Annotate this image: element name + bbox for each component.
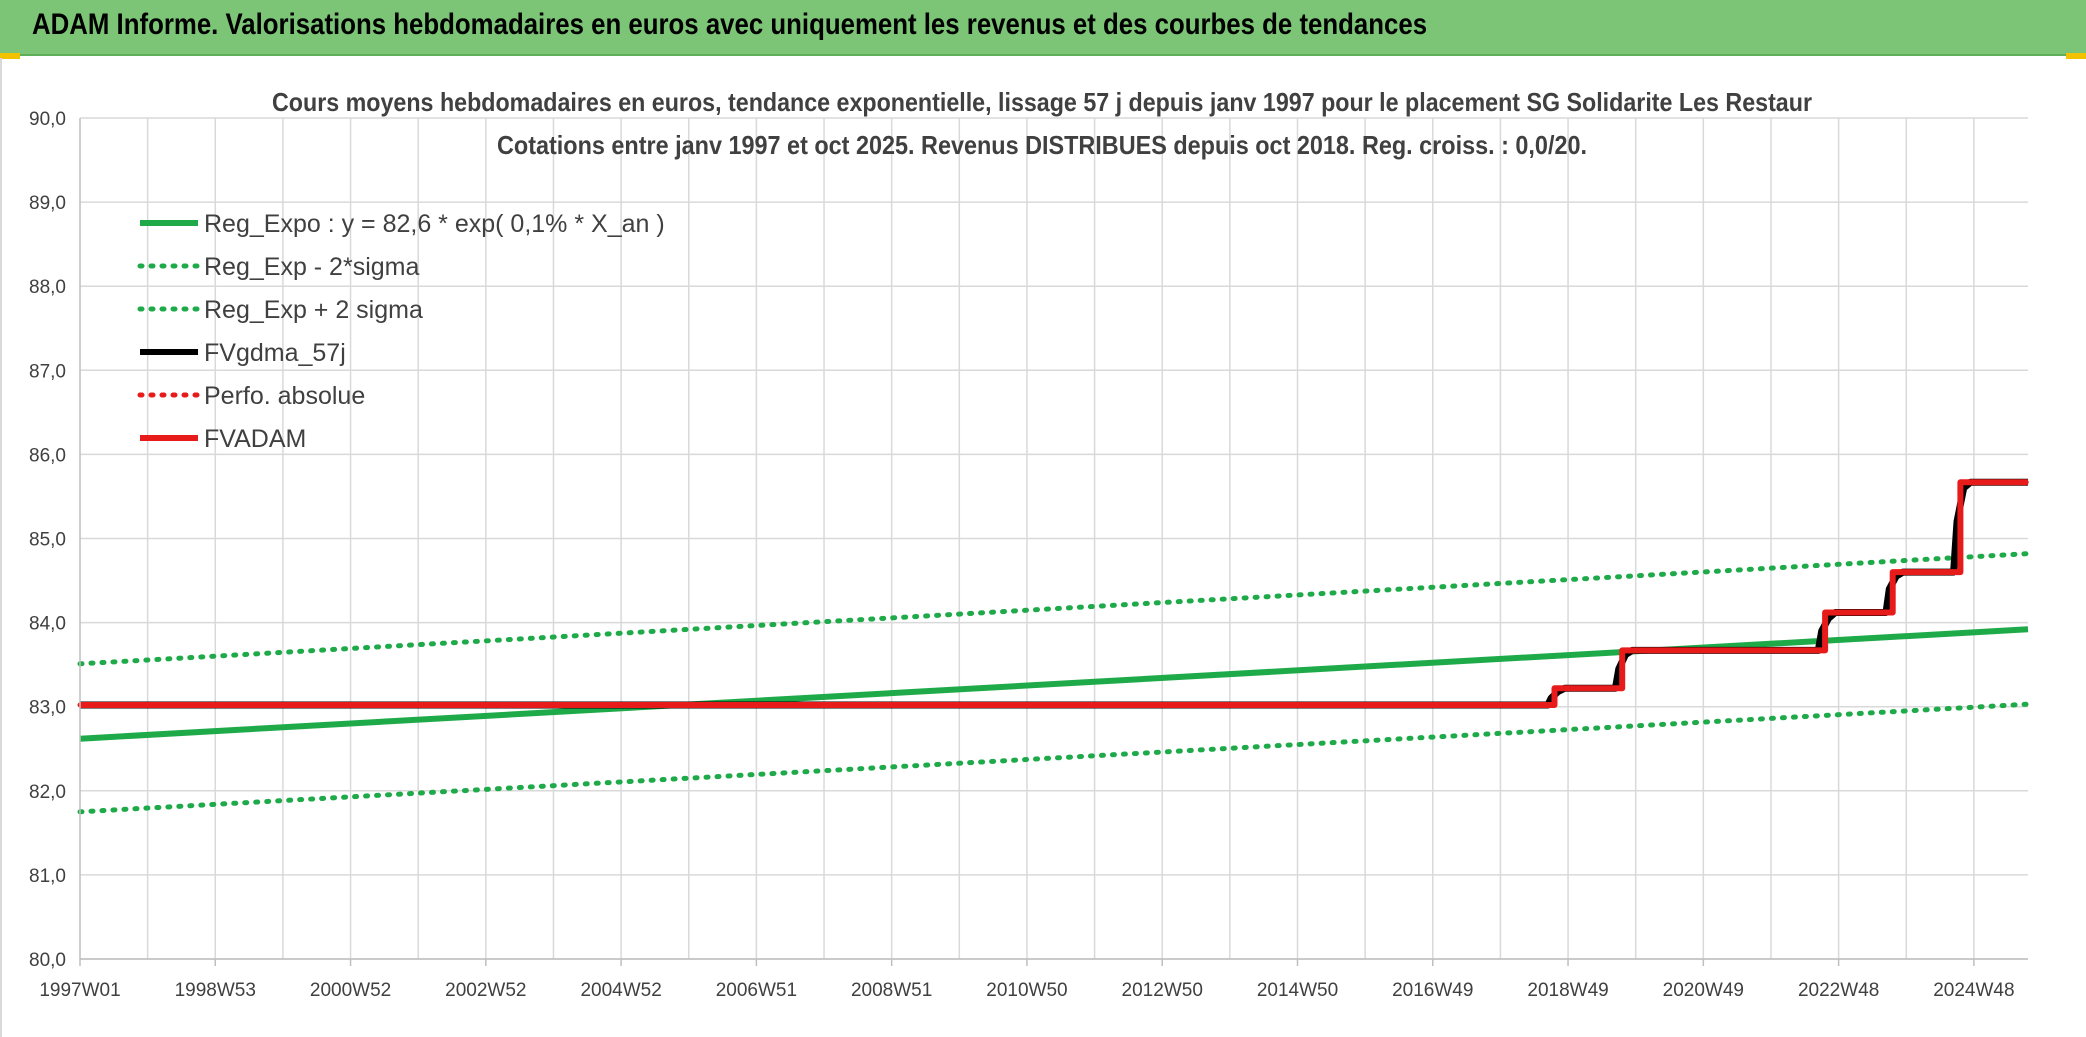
legend-label-4: Perfo. absolue	[204, 382, 365, 410]
y-tick-label: 89,0	[29, 193, 66, 214]
y-tick-label: 88,0	[29, 277, 66, 298]
y-tick-label: 90,0	[29, 109, 66, 130]
y-tick-label: 85,0	[29, 530, 66, 551]
y-tick-label: 84,0	[29, 614, 66, 635]
x-tick-label: 2000W52	[310, 980, 391, 1001]
x-tick-label: 2024W48	[1933, 980, 2014, 1001]
y-tick-label: 81,0	[29, 866, 66, 887]
corner-mark-left	[0, 53, 20, 59]
x-tick-label: 1998W53	[175, 980, 256, 1001]
x-tick-label: 2022W48	[1798, 980, 1879, 1001]
x-tick-label: 2002W52	[445, 980, 526, 1001]
y-tick-label: 82,0	[29, 782, 66, 803]
y-tick-label: 86,0	[29, 445, 66, 466]
legend-label-5: FVADAM	[204, 425, 306, 453]
chart-title: Cours moyens hebdomadaires en euros, ten…	[272, 87, 1812, 160]
axes: 80,0 81,0 82,0 83,0 84,0 85,0 86,0 87,0 88,0 89,0…	[29, 109, 2028, 1001]
x-tick-label: 2020W49	[1663, 980, 1744, 1001]
x-tick-label: 1997W01	[39, 980, 120, 1001]
series-line-3	[80, 478, 2028, 709]
chart-title-line-1: Cours moyens hebdomadaires en euros, ten…	[272, 87, 1812, 117]
series-layer	[77, 478, 2031, 815]
y-tick-label: 87,0	[29, 361, 66, 382]
corner-mark-right	[2066, 53, 2086, 59]
chart-title-line-2: Cotations entre janv 1997 et oct 2025. R…	[497, 130, 1587, 160]
legend-label-0: Reg_Expo : y = 82,6 * exp( 0,1% * X_an )	[204, 210, 665, 238]
x-tick-label: 2016W49	[1392, 980, 1473, 1001]
x-tick-label: 2010W50	[986, 980, 1067, 1001]
grid	[80, 117, 2028, 960]
y-tick-label: 80,0	[29, 950, 66, 971]
x-tick-label: 2012W50	[1122, 980, 1203, 1001]
line-chart: 80,0 81,0 82,0 83,0 84,0 85,0 86,0 87,0 88,0 89,0…	[29, 87, 2031, 1001]
series-line-5	[80, 479, 2028, 708]
x-tick-label: 2004W52	[580, 980, 661, 1001]
series-line-4	[77, 479, 2031, 708]
legend-label-3: FVgdma_57j	[204, 339, 346, 367]
x-tick-label: 2006W51	[716, 980, 797, 1001]
series-line-0	[79, 626, 2029, 742]
legend: Reg_Expo : y = 82,6 * exp( 0,1% * X_an )…	[137, 210, 665, 453]
legend-label-1: Reg_Exp - 2*sigma	[204, 253, 419, 281]
chart-frame: 80,0 81,0 82,0 83,0 84,0 85,0 86,0 87,0 88,0 89,0…	[0, 58, 2086, 1037]
y-tick-label: 83,0	[29, 698, 66, 719]
x-tick-label: 2014W50	[1257, 980, 1338, 1001]
x-tick-label: 2018W49	[1527, 980, 1608, 1001]
series-line-2	[77, 551, 2031, 667]
legend-label-2: Reg_Exp + 2 sigma	[204, 296, 423, 324]
series-line-1	[77, 701, 2031, 815]
report-title: ADAM Informe. Valorisations hebdomadaire…	[32, 8, 1428, 41]
report-banner: ADAM Informe. Valorisations hebdomadaire…	[0, 0, 2086, 56]
x-tick-label: 2008W51	[851, 980, 932, 1001]
